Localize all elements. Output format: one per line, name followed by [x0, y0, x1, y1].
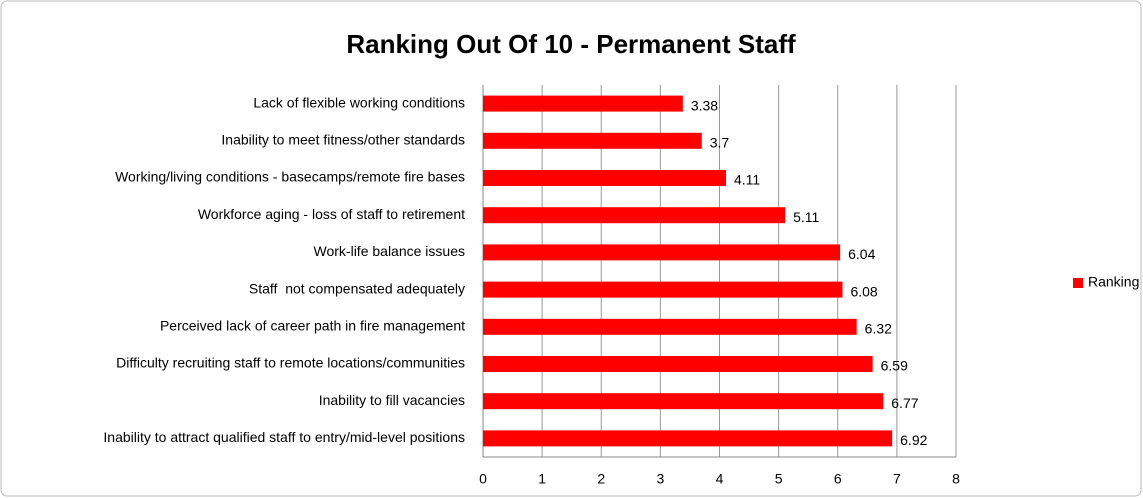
- value-label: 5.11: [793, 209, 819, 225]
- y-tick-label: Difficulty recruiting staff to remote lo…: [116, 355, 465, 371]
- bar: [483, 393, 884, 410]
- y-tick-label: Inability to fill vacancies: [319, 392, 465, 408]
- x-tick-label: 0: [479, 471, 487, 487]
- legend-swatch: [1073, 278, 1083, 288]
- x-tick-label: 6: [834, 471, 842, 487]
- y-tick-label: Workforce aging - loss of staff to retir…: [198, 206, 465, 222]
- bar: [483, 318, 857, 335]
- y-tick-label: Working/living conditions - basecamps/re…: [115, 169, 465, 185]
- value-label: 4.11: [734, 172, 760, 188]
- bar: [483, 244, 841, 261]
- bar: [483, 207, 786, 224]
- value-label: 3.38: [691, 97, 718, 113]
- value-label: 6.32: [865, 321, 892, 337]
- x-tick-label: 2: [597, 471, 605, 487]
- y-tick-label: Perceived lack of career path in fire ma…: [160, 318, 465, 334]
- value-label: 3.7: [710, 135, 730, 151]
- bar: [483, 95, 683, 112]
- value-label: 6.08: [850, 283, 877, 299]
- x-tick-label: 5: [775, 471, 783, 487]
- value-label: 6.77: [891, 395, 918, 411]
- value-label: 6.59: [881, 358, 908, 374]
- bar: [483, 132, 702, 149]
- bar: [483, 281, 843, 298]
- value-label: 6.04: [848, 246, 875, 262]
- x-tick-label: 7: [893, 471, 901, 487]
- y-tick-label: Inability to attract qualified staff to …: [103, 429, 465, 445]
- y-tick-label: Work-life balance issues: [314, 243, 465, 259]
- bar: [483, 356, 873, 372]
- x-tick-label: 8: [952, 471, 960, 487]
- y-tick-label: Lack of flexible working conditions: [253, 94, 465, 110]
- bar: [483, 170, 727, 186]
- x-tick-label: 4: [716, 471, 724, 487]
- value-label: 6.92: [900, 432, 927, 448]
- legend-label: Ranking Out Of 10: [1088, 274, 1143, 290]
- y-tick-label: Inability to meet fitness/other standard…: [221, 132, 465, 148]
- x-tick-label: 1: [538, 471, 546, 487]
- y-tick-label: Staff not compensated adequately: [249, 280, 465, 296]
- x-tick-label: 3: [656, 471, 664, 487]
- bar: [483, 430, 893, 447]
- chart-title: Ranking Out Of 10 - Permanent Staff: [346, 29, 796, 59]
